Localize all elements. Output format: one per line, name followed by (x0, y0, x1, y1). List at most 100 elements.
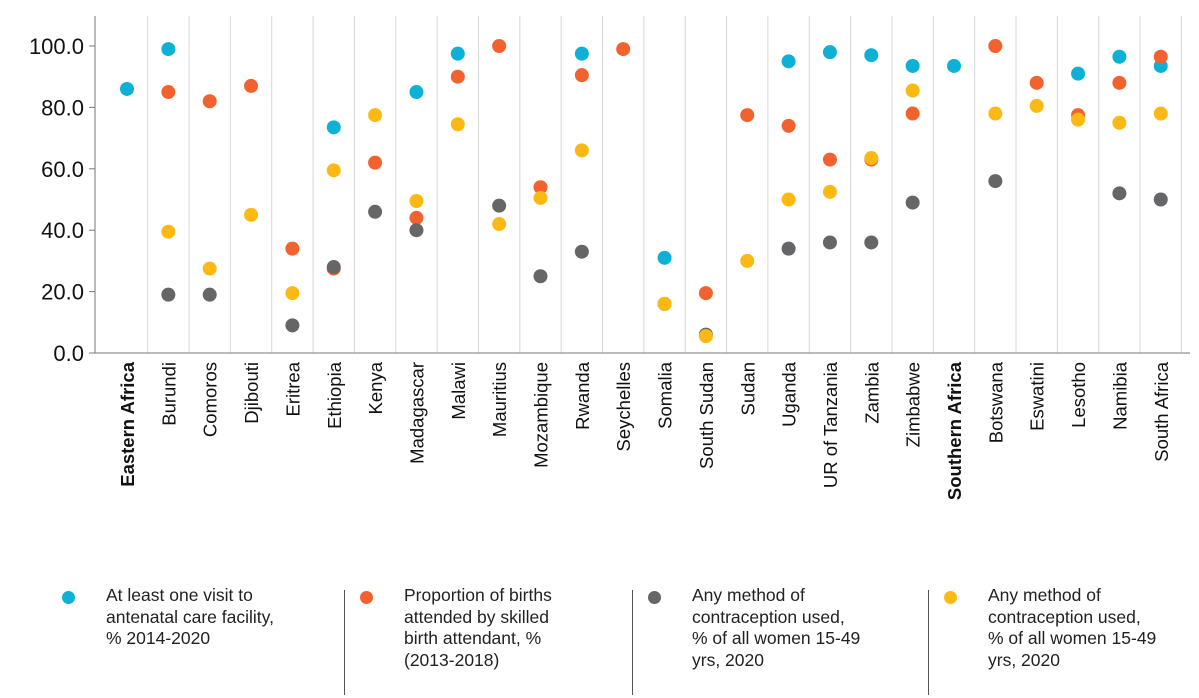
data-point-series-4 (368, 108, 383, 123)
x-tick-label: Kenya (365, 361, 386, 414)
data-point-series-2 (1112, 75, 1127, 90)
data-point-series-2 (740, 108, 755, 123)
legend-divider (344, 590, 345, 695)
data-point-series-1 (409, 85, 424, 100)
x-tick-label: UR of Tanzania (820, 361, 841, 488)
y-tick-labels: 0.0 20.0 40.0 60.0 80.0 100.0 (29, 34, 84, 366)
data-point-series-2 (1029, 75, 1044, 90)
x-tick-label: Madagascar (406, 362, 427, 464)
x-tick-label: Ethiopia (324, 361, 345, 429)
x-tick-label: Botswana (985, 361, 1006, 443)
data-point-series-2 (161, 85, 176, 100)
x-tick-label: Seychelles (613, 362, 634, 451)
data-point-series-3 (368, 204, 383, 219)
data-point-series-1 (781, 54, 796, 69)
data-point-series-2 (1153, 49, 1168, 64)
legend: At least one visit to antenatal care fac… (0, 585, 1199, 695)
data-point-series-3 (533, 269, 548, 284)
x-tick-labels: Eastern Africa Burundi Comoros Djibouti Erit… (117, 361, 1172, 500)
data-point-series-1 (822, 45, 837, 60)
data-point-series-2 (368, 155, 383, 170)
data-point-series-1 (864, 48, 879, 63)
axes (89, 16, 1190, 354)
data-point-series-4 (905, 83, 920, 98)
data-point-series-1 (1071, 66, 1086, 81)
data-point-series-1 (450, 46, 465, 61)
data-point-series-4 (409, 194, 424, 209)
data-point-series-3 (905, 195, 920, 210)
y-tick-label: 100.0 (29, 34, 84, 59)
x-tick-label: Namibia (1109, 361, 1130, 430)
data-point-series-1 (905, 58, 920, 73)
data-point-series-4 (244, 207, 259, 222)
data-point-series-2 (244, 78, 259, 93)
data-point-series-3 (822, 235, 837, 250)
data-point-series-2 (988, 39, 1003, 53)
data-point-series-3 (326, 260, 341, 275)
legend-divider (928, 590, 929, 695)
x-tick-label: Zambia (861, 361, 882, 423)
x-tick-label: Djibouti (241, 362, 262, 424)
data-point-series-3 (864, 235, 879, 250)
data-point-series-2 (781, 118, 796, 133)
data-point-series-4 (1029, 98, 1044, 113)
x-tick-label: Malawi (448, 362, 469, 420)
data-point-series-4 (574, 143, 589, 158)
data-point-series-3 (202, 287, 217, 302)
data-point-series-3 (574, 244, 589, 259)
data-point-series-2 (905, 106, 920, 121)
data-point-series-1 (574, 46, 589, 61)
data-point-series-3 (781, 241, 796, 256)
data-point-series-2 (492, 39, 507, 53)
data-point-series-1 (657, 250, 672, 265)
x-tick-label: Eswatini (1027, 362, 1048, 431)
data-point-series-2 (616, 42, 631, 57)
data-points (120, 39, 1168, 344)
data-point-series-4 (450, 117, 465, 132)
x-tick-label: Zimbabwe (903, 362, 924, 447)
data-point-series-3 (988, 174, 1003, 189)
x-tick-label: Eritrea (282, 361, 303, 416)
y-tick-label: 20.0 (41, 280, 84, 305)
data-point-series-1 (947, 58, 961, 73)
data-point-series-1 (161, 42, 176, 57)
scatter-chart: 0.0 20.0 40.0 60.0 80.0 100.0 Eastern Africa B… (29, 16, 1190, 500)
x-tick-label: Mozambique (531, 362, 552, 468)
data-point-series-2 (202, 94, 217, 109)
data-point-series-4 (161, 224, 176, 239)
x-tick-label: Mauritius (489, 362, 510, 437)
data-point-series-4 (988, 106, 1003, 121)
data-point-series-4 (1112, 115, 1127, 130)
data-point-series-2 (409, 210, 424, 225)
y-tick-label: 40.0 (41, 218, 84, 243)
data-point-series-1 (120, 81, 134, 96)
data-point-series-2 (285, 241, 300, 256)
legend-label: Any method of contraception used, % of a… (988, 585, 1157, 670)
data-point-series-4 (1153, 106, 1168, 121)
data-point-series-4 (781, 192, 796, 207)
legend-divider (632, 590, 633, 695)
data-point-series-3 (161, 287, 176, 302)
x-tick-label: Comoros (200, 362, 221, 437)
data-point-series-2 (450, 69, 465, 84)
y-tick-label: 60.0 (41, 157, 84, 182)
data-point-series-1 (1112, 49, 1127, 64)
legend-dot-icon (360, 591, 373, 604)
legend-label: Any method of contraception used, % of a… (692, 585, 861, 670)
y-tick-label: 80.0 (41, 95, 84, 120)
data-point-series-3 (1112, 186, 1127, 201)
x-tick-label: South Sudan (696, 362, 717, 469)
x-tick-label: Southern Africa (944, 361, 965, 500)
legend-dot-icon (648, 591, 661, 604)
legend-label: At least one visit to antenatal care fac… (106, 585, 274, 648)
x-tick-label: Uganda (779, 361, 800, 427)
x-tick-label: Rwanda (572, 361, 593, 430)
data-point-series-4 (864, 151, 879, 166)
legend-dot-icon (944, 591, 957, 604)
data-point-series-3 (492, 198, 507, 213)
data-point-series-3 (285, 318, 300, 333)
data-point-series-4 (740, 253, 755, 268)
data-point-series-1 (326, 120, 341, 135)
data-point-series-4 (822, 184, 837, 199)
x-tick-label: South Africa (1151, 361, 1172, 461)
